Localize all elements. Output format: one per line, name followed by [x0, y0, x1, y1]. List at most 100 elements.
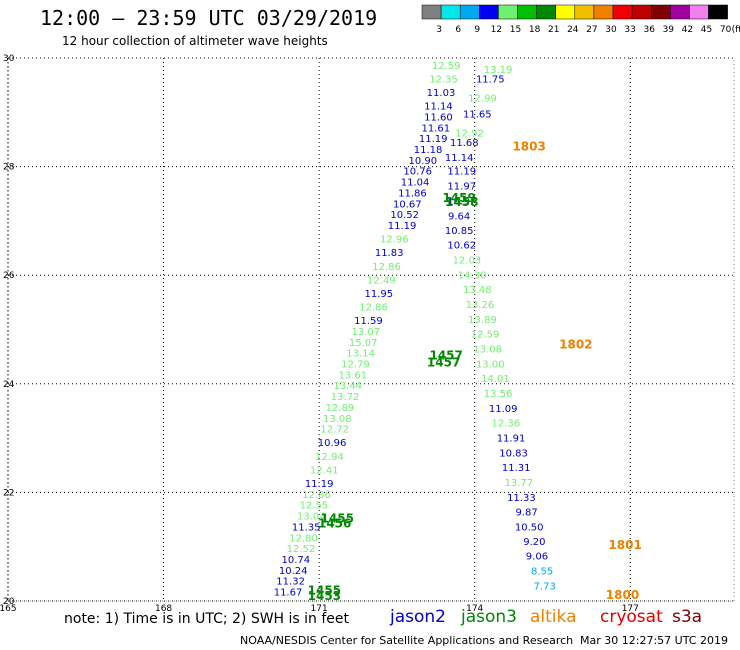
ascending-track-value: 13.08 [323, 414, 352, 425]
pass-time-label: 1802 [559, 338, 592, 352]
descending-track-value: 12.03 [453, 255, 482, 266]
legend-jason3: jason3 [461, 607, 517, 627]
descending-track-value: 11.68 [450, 138, 479, 149]
ascending-track-value: 12.96 [380, 235, 409, 246]
chart-title: 12:00 – 23:59 UTC 03/29/2019 [40, 6, 378, 30]
ascending-track-value: 12.86 [302, 490, 331, 501]
ascending-track-value: 11.60 [424, 112, 453, 123]
ascending-track-value: 12.79 [341, 360, 370, 371]
ascending-track-value: 10.24 [279, 566, 308, 577]
legend-altika: altika [530, 607, 577, 627]
descending-track-value: 10.62 [447, 241, 476, 252]
ascending-track-value: 12.89 [326, 403, 355, 414]
pass-time-label: 1457 [427, 355, 460, 369]
pass-time-label: 1453 [308, 589, 341, 603]
ascending-track-value: 10.52 [390, 210, 419, 221]
ascending-track-value: 11.19 [388, 221, 417, 232]
ascending-track-value: 11.32 [276, 577, 305, 588]
footer-note: note: 1) Time is in UTC; 2) SWH is in fe… [64, 611, 350, 627]
descending-track-value: 11.91 [497, 433, 526, 444]
descending-track-value: 11.19 [447, 167, 476, 178]
ascending-track-value: 11.19 [305, 479, 334, 490]
descending-track-value: 13.26 [466, 300, 495, 311]
color-scale-label: 15 [510, 25, 521, 35]
color-scale-label: 12 [491, 25, 502, 35]
color-scale-label: 18 [529, 25, 541, 35]
descending-track-value: 11.09 [489, 404, 518, 415]
y-tick-label: 28 [3, 163, 15, 173]
ascending-track-value: 11.18 [414, 145, 443, 156]
descending-track-value: 10.50 [515, 522, 544, 533]
descending-track-value: 13.89 [468, 315, 497, 326]
ascending-track-value: 13.44 [333, 381, 362, 392]
color-scale-label: 24 [567, 25, 579, 35]
ascending-track-value: 10.90 [409, 156, 438, 167]
pass-time-label: 1459 [442, 191, 475, 205]
x-tick-label: 174 [466, 604, 483, 614]
pass-time-label: 1801 [608, 538, 641, 552]
ascending-track-value: 10.74 [281, 555, 310, 566]
ascending-track-value: 12.55 [300, 501, 329, 512]
descending-track-value: 11.14 [445, 153, 474, 164]
descending-track-value: 10.97 [447, 197, 476, 208]
descending-track-value: 14.30 [458, 270, 487, 281]
pass-time-label: 1455 [321, 511, 354, 525]
ascending-track-value: 12.35 [429, 74, 458, 85]
legend-cryosat: cryosat [600, 607, 663, 627]
ascending-track-value: 11.04 [401, 178, 430, 189]
x-tick-label: 168 [155, 604, 172, 614]
color-scale-label: 9 [474, 25, 480, 35]
pass-time-label: 1455 [308, 583, 341, 597]
descending-track-value: 11.75 [476, 74, 505, 85]
ascending-track-value: 11.03 [427, 88, 456, 99]
descending-track-value: 13.19 [484, 65, 513, 76]
descending-track-value: 11.33 [507, 493, 536, 504]
ascending-track-value: 15.07 [349, 338, 378, 349]
descending-track-value: 9.87 [515, 508, 537, 519]
timestamp-text: Mar 30 12:27:57 UTC 2019 [580, 634, 728, 647]
ascending-track-value: 12.59 [432, 61, 461, 72]
descending-track-value: 13.77 [504, 478, 533, 489]
ascending-track-value: 11.61 [422, 123, 451, 134]
descending-track-value: 12.36 [492, 419, 521, 430]
ascending-track-value: 11.95 [364, 289, 393, 300]
descending-track-value: 14.01 [481, 374, 510, 385]
descending-track-value: 13.48 [463, 285, 492, 296]
pass-time-label: 1800 [606, 588, 639, 602]
x-tick-label: 171 [311, 604, 328, 614]
descending-track-value: 13.08 [473, 344, 502, 355]
ascending-track-value: 11.86 [398, 188, 427, 199]
y-tick-label: 24 [3, 380, 15, 390]
x-tick-label: 165 [0, 604, 17, 614]
color-scale-label: 27 [586, 25, 597, 35]
color-scale-label: 3 [436, 25, 442, 35]
ascending-track-value: 13.72 [331, 392, 360, 403]
legend-s3a: s3a [672, 607, 703, 627]
ascending-track-value: 11.59 [354, 316, 383, 327]
ascending-track-value: 11.19 [419, 134, 448, 145]
color-scale-label: 42 [682, 25, 693, 35]
color-scale-label: 70 [720, 25, 732, 35]
color-scale-label: 36 [643, 25, 655, 35]
pass-time-label: 1458 [445, 195, 478, 209]
x-tick-label: 177 [622, 604, 639, 614]
descending-track-value: 11.65 [463, 110, 492, 121]
color-scale-unit: (ft) [732, 25, 740, 35]
color-scale-label: 21 [548, 25, 559, 35]
ascending-track-value: 13.61 [339, 370, 368, 381]
plot-frame [7, 57, 735, 602]
descending-track-value: 11.97 [447, 181, 476, 192]
descending-track-value: 10.83 [499, 449, 528, 460]
color-scale-label: 6 [455, 25, 461, 35]
descending-track-value: 9.20 [523, 537, 545, 548]
ascending-track-value: 11.35 [292, 522, 321, 533]
color-scale-label: 30 [605, 25, 617, 35]
ascending-track-value: 11.83 [375, 248, 404, 259]
ascending-track-value: 13.04 [297, 512, 326, 523]
descending-track-value: 9.06 [526, 552, 548, 563]
credit-text: NOAA/NESDIS Center for Satellite Applica… [240, 634, 574, 647]
ascending-track-value: 11.67 [274, 588, 303, 599]
descending-track-value: 10.85 [445, 226, 474, 237]
ascending-track-value: 13.07 [351, 327, 380, 338]
ascending-track-value: 10.67 [393, 199, 422, 210]
